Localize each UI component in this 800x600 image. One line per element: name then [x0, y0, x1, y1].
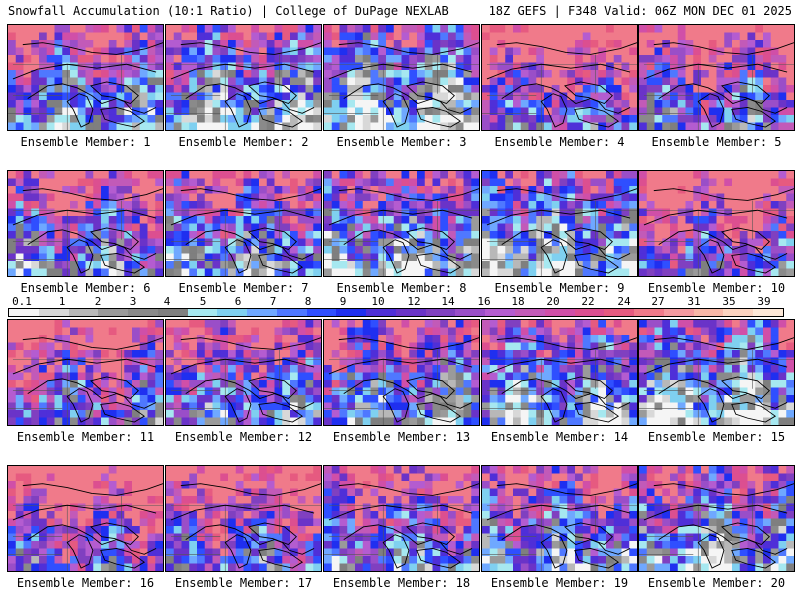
legend-swatch-8 [217, 309, 248, 316]
ensemble-member-map-13 [323, 319, 480, 426]
legend-label-13: 14 [441, 295, 455, 308]
legend-swatch-16 [455, 309, 486, 316]
snowfall-color-legend [8, 308, 784, 317]
legend-swatch-5 [128, 309, 158, 316]
legend-label-15: 18 [511, 295, 525, 308]
ensemble-member-label-9: Ensemble Member: 9 [494, 281, 625, 295]
ensemble-member-map-3 [323, 24, 480, 131]
legend-swatch-26 [753, 309, 783, 316]
ensemble-member-label-19: Ensemble Member: 19 [490, 576, 629, 590]
legend-label-16: 20 [546, 295, 560, 308]
legend-label-14: 16 [477, 295, 491, 308]
legend-tick-labels: 0.1 1 2 3 4 5 6 7 8 9 10 12 14 16 18 20 22 24 27 31 35 39 [8, 296, 784, 308]
legend-label-6: 5 [199, 295, 207, 308]
legend-swatch-14 [395, 309, 426, 316]
legend-swatch-24 [693, 309, 724, 316]
ensemble-member-map-2 [165, 24, 322, 131]
legend-swatch-10 [276, 309, 307, 316]
ensemble-member-label-3: Ensemble Member: 3 [336, 135, 467, 149]
legend-swatch-23 [663, 309, 694, 316]
ensemble-member-map-1 [7, 24, 164, 131]
ensemble-member-label-15: Ensemble Member: 15 [647, 430, 786, 444]
ensemble-member-map-15 [638, 319, 795, 426]
legend-swatch-7 [187, 309, 218, 316]
legend-label-5: 4 [163, 295, 171, 308]
ensemble-member-label-1: Ensemble Member: 1 [20, 135, 151, 149]
legend-swatch-1 [9, 309, 39, 316]
legend-label-11: 10 [371, 295, 385, 308]
ensemble-member-map-9 [481, 170, 638, 277]
legend-label-21: 35 [722, 295, 736, 308]
legend-label-7: 6 [234, 295, 242, 308]
legend-swatch-13 [366, 309, 396, 316]
ensemble-member-label-14: Ensemble Member: 14 [490, 430, 629, 444]
ensemble-member-map-17 [165, 465, 322, 572]
legend-swatch-20 [574, 309, 605, 316]
ensemble-member-map-5 [638, 24, 795, 131]
map-title: Snowfall Accumulation (10:1 Ratio) | Col… [8, 4, 449, 18]
legend-swatch-2 [38, 309, 69, 316]
legend-label-1: 0.1 [12, 295, 32, 308]
ensemble-member-map-12 [165, 319, 322, 426]
ensemble-member-label-16: Ensemble Member: 16 [16, 576, 155, 590]
legend-label-10: 9 [339, 295, 347, 308]
ensemble-member-label-2: Ensemble Member: 2 [178, 135, 309, 149]
ensemble-member-map-7 [165, 170, 322, 277]
ensemble-member-map-16 [7, 465, 164, 572]
ensemble-member-label-12: Ensemble Member: 12 [174, 430, 313, 444]
legend-label-3: 2 [94, 295, 102, 308]
ensemble-member-map-4 [481, 24, 638, 131]
legend-swatch-17 [485, 309, 516, 316]
legend-swatch-12 [336, 309, 367, 316]
legend-label-12: 12 [407, 295, 421, 308]
legend-swatch-11 [306, 309, 337, 316]
legend-swatch-3 [68, 309, 99, 316]
ensemble-member-map-11 [7, 319, 164, 426]
ensemble-member-map-19 [481, 465, 638, 572]
ensemble-member-map-14 [481, 319, 638, 426]
legend-swatch-22 [634, 309, 664, 316]
ensemble-member-label-10: Ensemble Member: 10 [647, 281, 786, 295]
legend-label-19: 27 [651, 295, 665, 308]
legend-swatch-19 [544, 309, 575, 316]
legend-label-2: 1 [58, 295, 66, 308]
ensemble-member-label-6: Ensemble Member: 6 [20, 281, 151, 295]
legend-label-20: 31 [687, 295, 701, 308]
ensemble-member-label-7: Ensemble Member: 7 [178, 281, 309, 295]
ensemble-member-map-10 [638, 170, 795, 277]
ensemble-member-label-8: Ensemble Member: 8 [336, 281, 467, 295]
ensemble-member-label-11: Ensemble Member: 11 [16, 430, 155, 444]
legend-label-18: 24 [617, 295, 631, 308]
legend-swatch-15 [425, 309, 456, 316]
legend-label-17: 22 [581, 295, 595, 308]
legend-swatch-4 [98, 309, 129, 316]
legend-label-22: 39 [757, 295, 771, 308]
legend-label-4: 3 [129, 295, 137, 308]
legend-swatch-25 [723, 309, 754, 316]
ensemble-member-label-5: Ensemble Member: 5 [651, 135, 782, 149]
ensemble-member-map-20 [638, 465, 795, 572]
ensemble-member-map-6 [7, 170, 164, 277]
ensemble-member-label-13: Ensemble Member: 13 [332, 430, 471, 444]
ensemble-member-label-20: Ensemble Member: 20 [647, 576, 786, 590]
ensemble-member-label-17: Ensemble Member: 17 [174, 576, 313, 590]
ensemble-member-map-18 [323, 465, 480, 572]
legend-swatch-18 [515, 309, 545, 316]
ensemble-member-map-8 [323, 170, 480, 277]
legend-swatch-9 [247, 309, 277, 316]
legend-swatch-6 [157, 309, 188, 316]
ensemble-member-label-4: Ensemble Member: 4 [494, 135, 625, 149]
legend-label-8: 7 [269, 295, 277, 308]
ensemble-member-label-18: Ensemble Member: 18 [332, 576, 471, 590]
legend-label-9: 8 [304, 295, 312, 308]
model-run-info: 18Z GEFS | F348 Valid: 06Z MON DEC 01 20… [488, 4, 792, 18]
legend-swatch-21 [604, 309, 635, 316]
